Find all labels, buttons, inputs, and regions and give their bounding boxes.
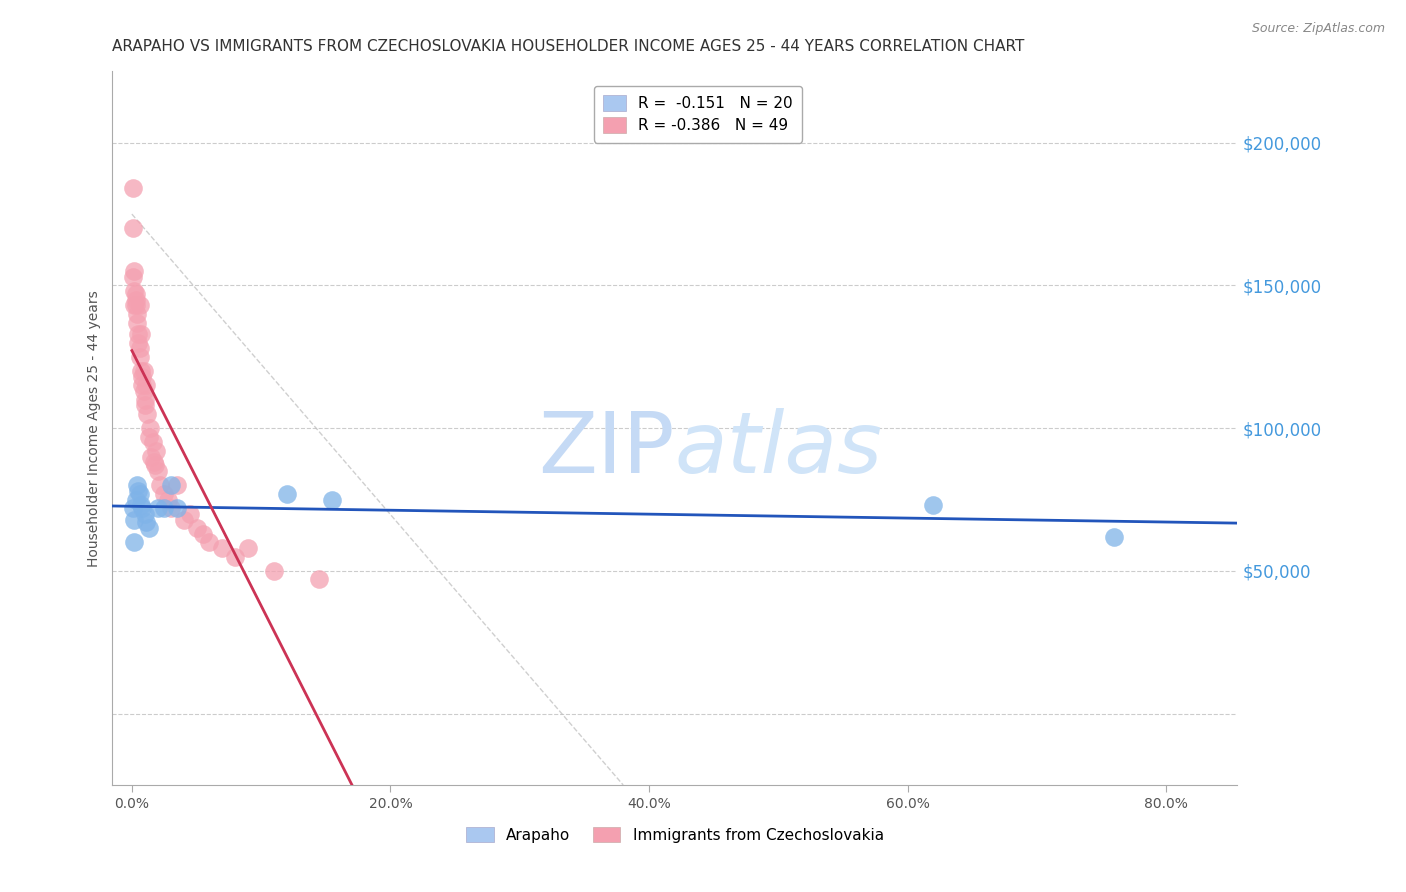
Point <box>179 507 201 521</box>
Text: Source: ZipAtlas.com: Source: ZipAtlas.com <box>1251 22 1385 36</box>
Point <box>124 298 146 312</box>
Point <box>276 487 298 501</box>
Point <box>321 492 343 507</box>
Point <box>128 298 150 312</box>
Point <box>125 298 148 312</box>
Point <box>142 455 165 469</box>
Point <box>128 350 150 364</box>
Point <box>198 535 221 549</box>
Point <box>166 478 188 492</box>
Point <box>129 326 152 341</box>
Point <box>127 335 149 350</box>
Point <box>136 407 159 421</box>
Point <box>131 501 153 516</box>
Point <box>134 392 156 407</box>
Point <box>132 364 155 378</box>
Point <box>124 284 146 298</box>
Point <box>143 458 166 473</box>
Point <box>138 521 160 535</box>
Point <box>153 487 176 501</box>
Point <box>1104 530 1126 544</box>
Point <box>135 516 157 530</box>
Point <box>122 221 145 235</box>
Point <box>922 498 945 512</box>
Point <box>211 541 233 555</box>
Text: atlas: atlas <box>675 408 883 491</box>
Point <box>224 549 246 564</box>
Point <box>131 369 153 384</box>
Point <box>173 512 195 526</box>
Point <box>132 384 155 398</box>
Point <box>186 521 208 535</box>
Point <box>125 293 148 307</box>
Y-axis label: Householder Income Ages 25 - 44 years: Householder Income Ages 25 - 44 years <box>87 290 101 566</box>
Point <box>157 492 180 507</box>
Point <box>125 316 148 330</box>
Point <box>134 398 156 412</box>
Legend: Arapaho, Immigrants from Czechoslovakia: Arapaho, Immigrants from Czechoslovakia <box>460 821 890 848</box>
Point <box>129 364 152 378</box>
Point <box>122 501 145 516</box>
Text: ARAPAHO VS IMMIGRANTS FROM CZECHOSLOVAKIA HOUSEHOLDER INCOME AGES 25 - 44 YEARS : ARAPAHO VS IMMIGRANTS FROM CZECHOSLOVAKI… <box>112 38 1025 54</box>
Point <box>125 492 148 507</box>
Point <box>263 564 285 578</box>
Point <box>124 264 146 278</box>
Point <box>135 378 157 392</box>
Point <box>127 483 149 498</box>
Point <box>125 307 148 321</box>
Point <box>121 181 143 195</box>
Point <box>191 526 214 541</box>
Point <box>146 464 169 478</box>
Point <box>142 435 165 450</box>
Point <box>124 512 146 526</box>
Point <box>166 501 188 516</box>
Point <box>128 487 150 501</box>
Point <box>125 287 148 301</box>
Point <box>149 478 172 492</box>
Point <box>134 507 156 521</box>
Point <box>125 478 148 492</box>
Point <box>159 478 181 492</box>
Point <box>146 501 169 516</box>
Point <box>124 535 146 549</box>
Point <box>129 498 152 512</box>
Point <box>139 421 162 435</box>
Point <box>122 269 145 284</box>
Point <box>127 326 149 341</box>
Text: ZIP: ZIP <box>538 408 675 491</box>
Point <box>159 501 181 516</box>
Point <box>128 341 150 355</box>
Point <box>153 501 176 516</box>
Point <box>141 450 163 464</box>
Point <box>238 541 260 555</box>
Point <box>131 378 153 392</box>
Point <box>145 444 167 458</box>
Point <box>138 430 160 444</box>
Point <box>308 573 330 587</box>
